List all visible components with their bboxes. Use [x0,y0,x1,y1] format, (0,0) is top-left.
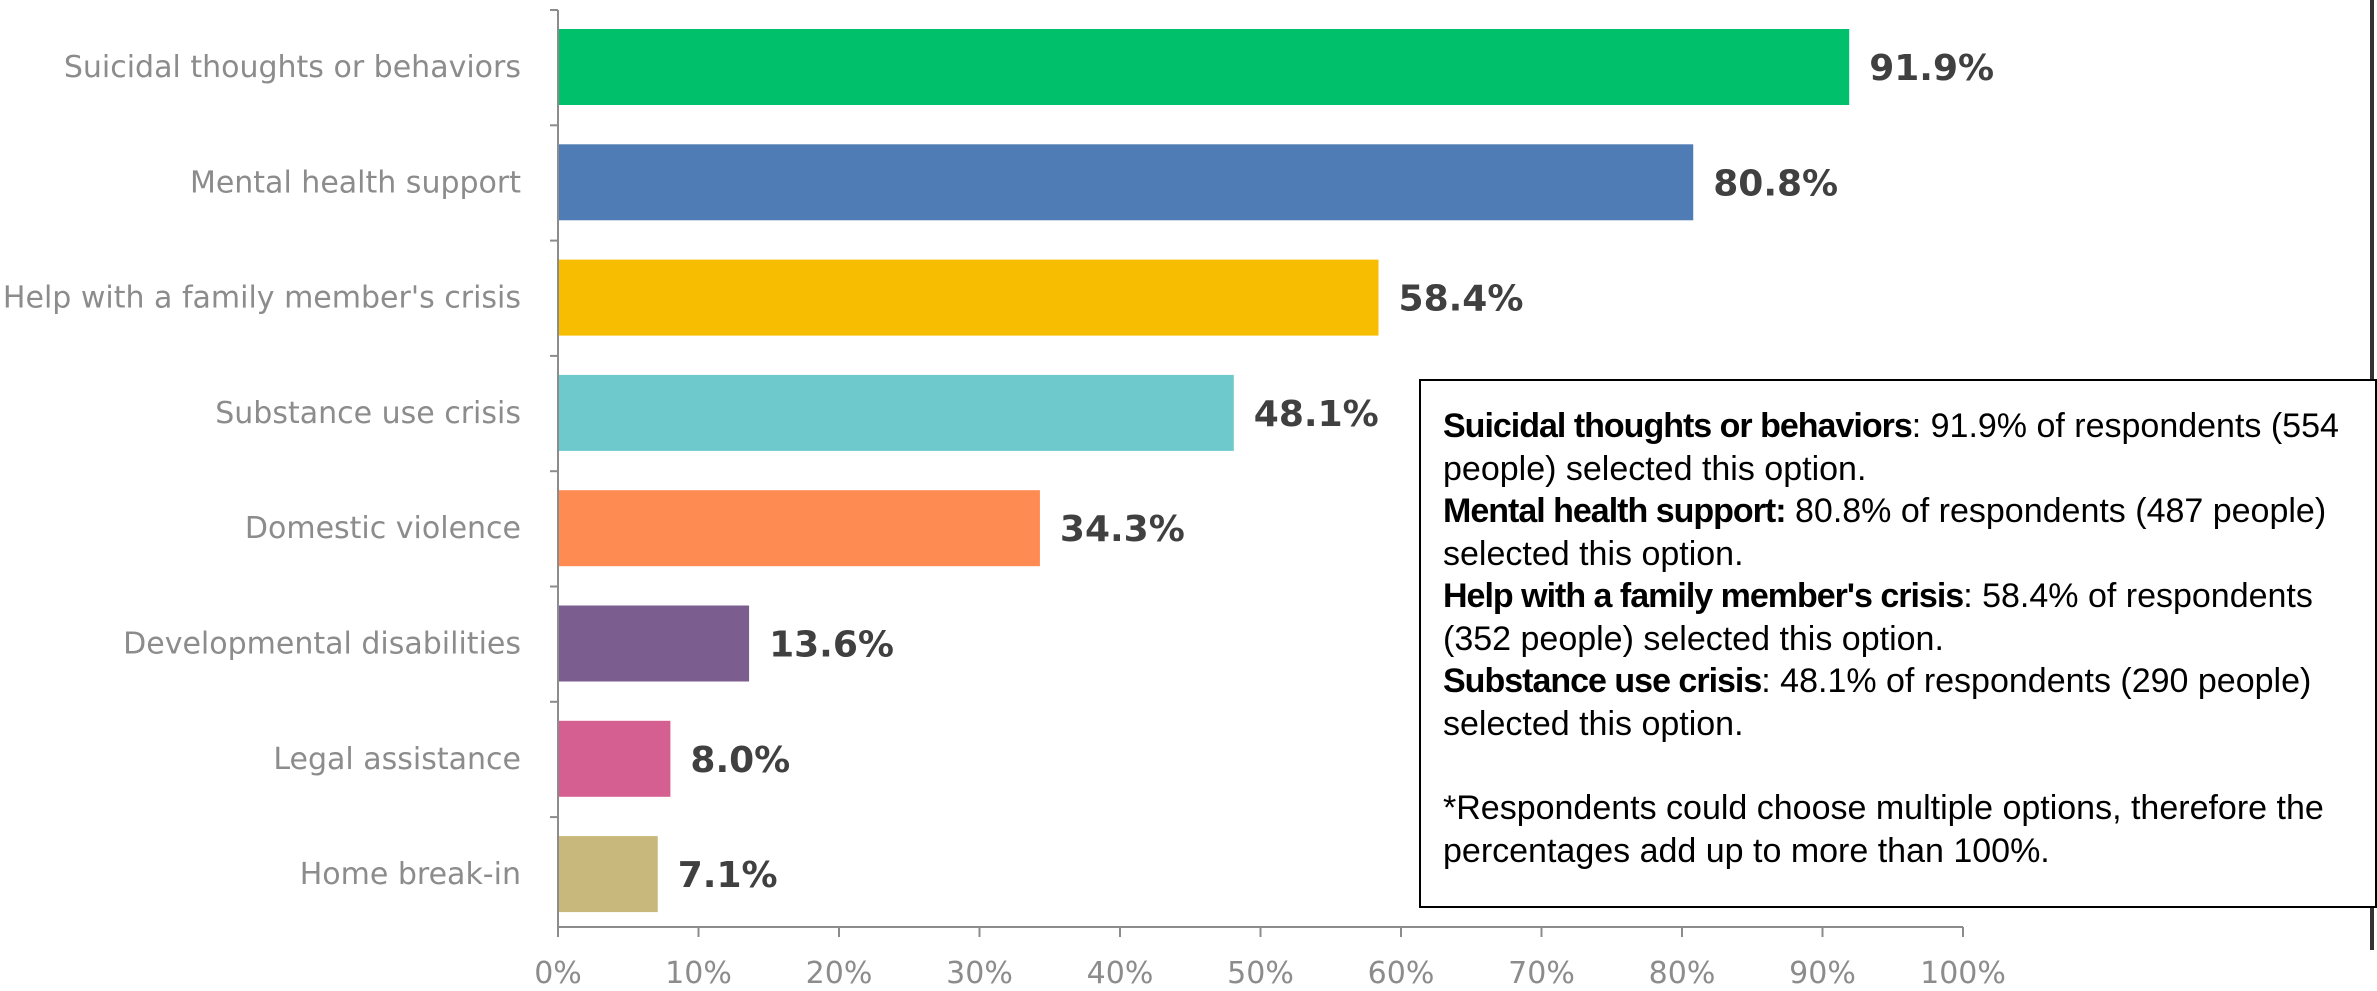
data-label: 8.0% [690,740,790,781]
note-item-title: Help with a family member's crisis [1443,577,1964,615]
x-tick-label: 50% [1227,956,1294,991]
x-tick-label: 70% [1508,956,1575,991]
note-item-text: : 58.4% of respondents (352 people) sele… [1443,577,2313,658]
x-tick-label: 60% [1368,956,1435,991]
x-tick-label: 40% [1087,956,1154,991]
category-label: Mental health support [190,165,521,200]
note-spacer [1443,745,2353,787]
note-item-suicidal: Suicidal thoughts or behaviors: 91.9% of… [1443,405,2353,490]
x-tick-label: 0% [534,956,582,991]
bar [559,720,671,797]
data-label: 58.4% [1399,279,1524,320]
chart-bars [559,29,1850,913]
bar [559,374,1234,451]
data-labels: 91.9% 80.8% 58.4% 48.1% 34.3% 13.6% 8.0% 7.1% [678,48,1994,896]
note-box: Suicidal thoughts or behaviors: 91.9% of… [1419,379,2377,908]
data-label: 7.1% [678,855,778,896]
category-label: Developmental disabilities [123,627,521,662]
note-item-text: : 48.1% of respondents (290 people) sele… [1443,662,2312,743]
category-label: Suicidal thoughts or behaviors [64,50,521,85]
data-label: 48.1% [1254,394,1379,435]
x-tick-label: 90% [1789,956,1856,991]
note-item-text: 80.8% of respondents (487 people) select… [1443,492,2327,573]
x-tick-label: 100% [1920,956,2006,991]
chart-axes [550,9,1964,937]
data-label: 80.8% [1713,163,1838,204]
note-item-family-crisis: Help with a family member's crisis: 58.4… [1443,575,2353,660]
category-label: Substance use crisis [215,396,521,431]
x-tick-labels: 0% 10% 20% 30% 40% 50% 60% 70% 80% 90% 100% [534,956,2006,991]
note-footnote: *Respondents could choose multiple optio… [1443,789,2324,870]
note-item-title: Suicidal thoughts or behaviors [1443,407,1913,445]
x-tick-label: 80% [1649,956,1716,991]
data-label: 91.9% [1869,48,1994,89]
category-labels: Suicidal thoughts or behaviors Mental hea… [3,50,521,892]
category-label: Home break-in [300,857,521,892]
data-label: 13.6% [769,625,894,666]
category-label: Help with a family member's crisis [3,281,521,316]
x-tick-label: 20% [806,956,873,991]
data-label: 34.3% [1060,509,1185,550]
note-item-substance-use: Substance use crisis: 48.1% of responden… [1443,660,2353,745]
category-label: Legal assistance [273,742,521,777]
category-label: Domestic violence [245,511,521,546]
bar [559,259,1379,336]
note-item-text: : 91.9% of respondents (554 people) sele… [1443,407,2339,488]
x-tick-label: 30% [946,956,1013,991]
bar [559,490,1040,567]
bar [559,29,1850,105]
note-item-title: Substance use crisis [1443,662,1762,700]
bar [559,144,1694,221]
bar [559,836,658,913]
bar [559,605,750,682]
note-item-title: Mental health support: [1443,492,1787,530]
x-tick-label: 10% [665,956,732,991]
note-item-mental-health: Mental health support: 80.8% of responde… [1443,490,2353,575]
